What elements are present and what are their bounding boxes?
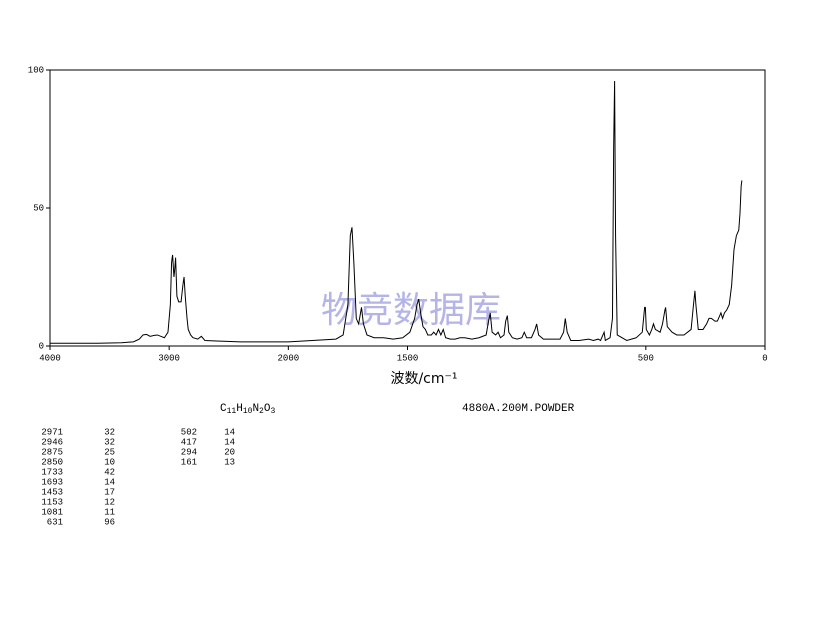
peak-intensity: 14: [104, 477, 115, 487]
peak-wavenumber: 1453: [41, 487, 63, 497]
peak-intensity: 14: [224, 427, 235, 437]
x-tick-label: 0: [762, 353, 767, 363]
spectrum-line: [50, 81, 743, 344]
peak-intensity: 20: [224, 447, 235, 457]
peak-intensity: 42: [104, 467, 115, 477]
formula-part: N: [252, 403, 259, 415]
peak-wavenumber: 417: [181, 437, 197, 447]
peak-intensity: 96: [104, 517, 115, 527]
formula-part: H: [236, 403, 243, 415]
peak-intensity: 13: [224, 457, 235, 467]
peak-intensity: 11: [104, 507, 115, 517]
peak-intensity: 32: [104, 437, 115, 447]
peak-wavenumber: 1153: [41, 497, 63, 507]
peak-wavenumber: 294: [181, 447, 197, 457]
peak-wavenumber: 502: [181, 427, 197, 437]
peak-intensity: 25: [104, 447, 115, 457]
peak-wavenumber: 2850: [41, 457, 63, 467]
formula-part: 3: [270, 407, 275, 416]
peak-wavenumber: 1081: [41, 507, 63, 517]
formula-part: 10: [243, 407, 253, 416]
peak-intensity: 14: [224, 437, 235, 447]
formula: C11H10N2O3: [220, 403, 275, 416]
peak-intensity: 32: [104, 427, 115, 437]
y-tick-label: 50: [33, 203, 44, 213]
peak-wavenumber: 2875: [41, 447, 63, 457]
peak-intensity: 10: [104, 457, 115, 467]
x-tick-label: 1500: [397, 353, 419, 363]
y-tick-label: 0: [39, 341, 44, 351]
peak-wavenumber: 161: [181, 457, 197, 467]
formula-part: O: [264, 403, 271, 415]
peak-wavenumber: 2946: [41, 437, 63, 447]
x-tick-label: 500: [638, 353, 654, 363]
x-tick-label: 4000: [39, 353, 61, 363]
sample-label: 4880A.200M.POWDER: [462, 403, 575, 415]
peak-wavenumber: 631: [47, 517, 63, 527]
formula-part: C: [220, 403, 227, 415]
peak-intensity: 17: [104, 487, 115, 497]
x-tick-label: 3000: [158, 353, 180, 363]
x-axis-label: 波数/cm⁻¹: [390, 371, 457, 387]
formula-part: 2: [259, 407, 264, 416]
peak-intensity: 12: [104, 497, 115, 507]
x-tick-label: 2000: [278, 353, 300, 363]
formula-part: 11: [227, 407, 237, 416]
y-tick-label: 100: [28, 65, 44, 75]
peak-wavenumber: 1693: [41, 477, 63, 487]
watermark: 物竞数据库: [321, 290, 501, 331]
peak-wavenumber: 1733: [41, 467, 63, 477]
peak-wavenumber: 2971: [41, 427, 63, 437]
